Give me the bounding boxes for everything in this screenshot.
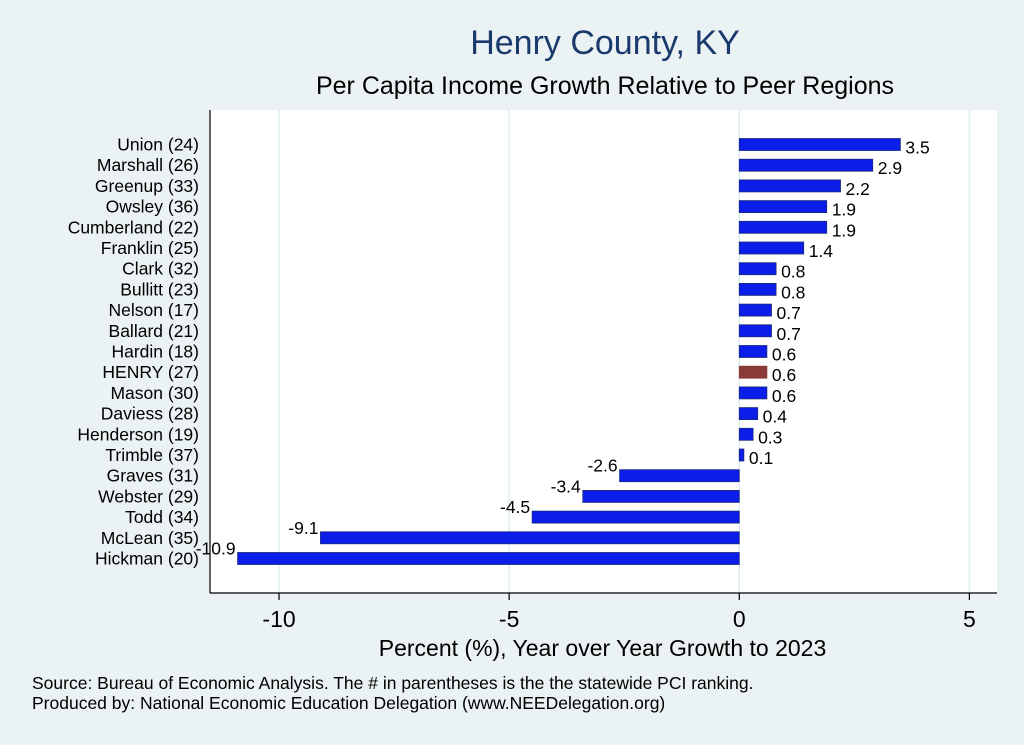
bar (738, 200, 828, 214)
bar (738, 324, 772, 338)
bar (738, 386, 768, 400)
bar (738, 448, 745, 462)
x-tick-label: -5 (499, 606, 519, 632)
value-label: 1.9 (832, 220, 856, 240)
category-label: Union (24) (117, 135, 199, 155)
x-tick-label: 5 (963, 606, 976, 632)
value-label: -3.4 (551, 476, 581, 496)
category-label: Nelson (17) (109, 300, 199, 320)
value-label: 0.8 (781, 262, 805, 282)
value-label: 0.8 (781, 282, 805, 302)
value-label: 2.2 (846, 179, 870, 199)
category-label: Henderson (19) (77, 424, 199, 444)
bar (738, 158, 874, 172)
bars (237, 138, 901, 565)
value-label: 0.6 (772, 345, 796, 365)
category-label: Todd (34) (125, 507, 199, 527)
value-label: -9.1 (288, 518, 318, 538)
bar-highlight (738, 365, 768, 379)
category-label: Marshall (26) (97, 155, 199, 175)
chart-subtitle: Per Capita Income Growth Relative to Pee… (315, 72, 895, 100)
value-label: 0.4 (763, 407, 788, 427)
bar (582, 489, 740, 503)
x-ticks: -10 -5 0 5 (262, 593, 976, 632)
bar (738, 179, 841, 193)
category-label: Franklin (25) (101, 238, 199, 258)
value-label: 0.3 (758, 427, 782, 447)
category-label: Ballard (21) (109, 321, 199, 341)
value-label: -2.6 (587, 456, 617, 476)
value-label: 2.9 (878, 158, 902, 178)
category-label: HENRY (27) (102, 362, 199, 382)
bar (531, 510, 740, 524)
bar (738, 262, 777, 276)
value-label: -10.9 (196, 539, 236, 559)
chart-title: Henry County, KY (470, 24, 740, 62)
category-label: McLean (35) (101, 528, 199, 548)
bar (738, 427, 754, 441)
x-axis-label: Percent (%), Year over Year Growth to 20… (379, 635, 827, 661)
bar (320, 531, 740, 545)
category-label: Trimble (37) (105, 445, 199, 465)
value-label: 0.7 (776, 324, 800, 344)
bar (237, 552, 740, 565)
category-label: Hickman (20) (95, 549, 199, 569)
value-label: 0.1 (749, 448, 773, 468)
produced-by-note: Produced by: National Economic Education… (32, 693, 666, 713)
category-label: Graves (31) (107, 466, 199, 486)
category-label: Mason (30) (110, 383, 199, 403)
value-label: -4.5 (500, 497, 530, 517)
value-label: 0.6 (772, 365, 796, 385)
bar (738, 407, 759, 421)
bar (738, 303, 772, 317)
category-label: Bullitt (23) (120, 279, 199, 299)
category-labels: Union (24)Marshall (26)Greenup (33)Owsle… (68, 135, 199, 569)
bar (738, 241, 805, 255)
category-label: Webster (29) (98, 486, 199, 506)
category-label: Owsley (36) (106, 197, 199, 217)
value-label: 0.6 (772, 386, 796, 406)
category-label: Cumberland (22) (68, 217, 199, 237)
category-label: Hardin (18) (111, 342, 199, 362)
value-labels: 3.52.92.21.91.91.40.80.80.70.70.60.60.60… (196, 138, 930, 559)
value-label: 0.7 (776, 303, 800, 323)
category-label: Daviess (28) (101, 404, 199, 424)
source-note: Source: Bureau of Economic Analysis. The… (32, 673, 754, 693)
value-label: 1.9 (832, 200, 856, 220)
bar (619, 469, 740, 483)
bar (738, 345, 768, 358)
x-tick-label: 0 (733, 606, 746, 632)
bar (738, 282, 777, 296)
bar (738, 220, 828, 234)
bar (738, 138, 901, 151)
value-label: 1.4 (809, 241, 834, 261)
value-label: 3.5 (905, 138, 929, 158)
category-label: Clark (32) (122, 259, 199, 279)
category-label: Greenup (33) (95, 176, 199, 196)
x-tick-label: -10 (262, 606, 295, 632)
